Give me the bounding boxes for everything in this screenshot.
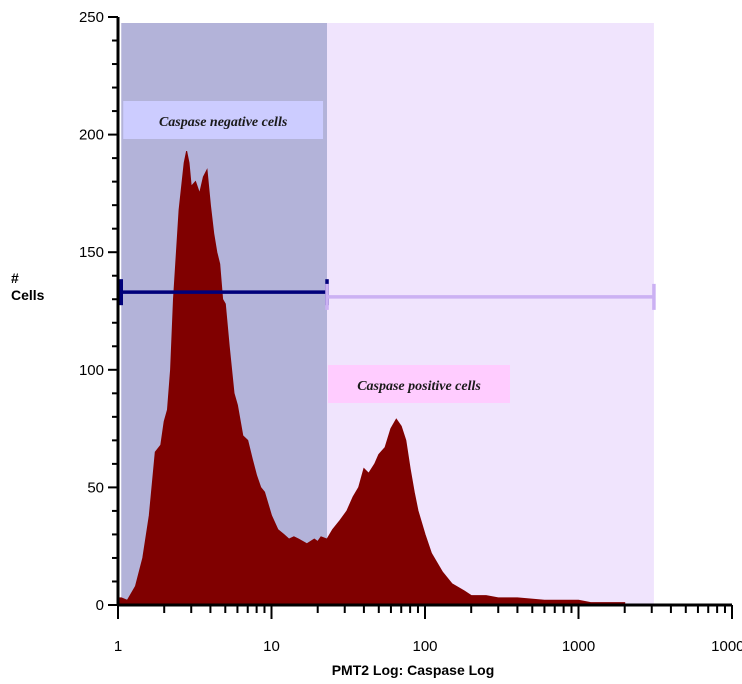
- x-axis-ticks: 1 10 100 1000 10000: [114, 605, 742, 655]
- y-tick-label: 200: [79, 127, 104, 144]
- gate-bar-positive[interactable]: [325, 283, 656, 310]
- region-label-negative-box: [123, 101, 324, 139]
- region-label-positive-box: [328, 365, 511, 403]
- y-tick-label: 50: [87, 479, 104, 496]
- y-axis-title-line2: Cells: [11, 287, 45, 303]
- histogram-area: [117, 150, 626, 606]
- y-tick-label: 150: [79, 244, 104, 261]
- x-tick-label: 1000: [562, 638, 595, 655]
- region-label-positive: Caspase positive cells: [357, 379, 481, 394]
- y-tick-label: 0: [96, 597, 104, 614]
- region-label-negative: Caspase negative cells: [159, 115, 288, 130]
- y-tick-label: 100: [79, 362, 104, 379]
- x-axis-title: PMT2 Log: Caspase Log: [332, 662, 495, 678]
- y-tick-label: 250: [79, 9, 104, 26]
- x-tick-label: 100: [412, 638, 437, 655]
- x-tick-label: 10000: [711, 638, 742, 655]
- x-tick-label: 10: [263, 638, 280, 655]
- x-tick-label: 1: [114, 638, 122, 655]
- y-axis-title-line1: #: [11, 270, 19, 286]
- y-axis-ticks: 0 50 100 150 200 250: [79, 9, 118, 614]
